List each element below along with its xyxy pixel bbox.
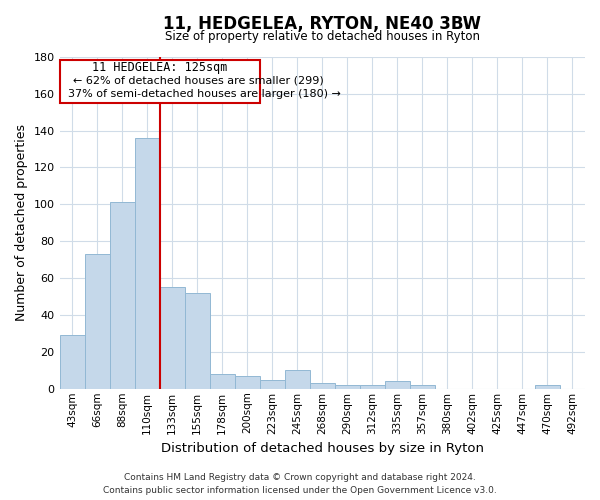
Bar	[385, 382, 410, 389]
Bar	[85, 254, 110, 389]
FancyBboxPatch shape	[60, 60, 260, 103]
Bar	[260, 380, 285, 389]
Bar	[360, 385, 385, 389]
Bar	[110, 202, 134, 389]
Y-axis label: Number of detached properties: Number of detached properties	[15, 124, 28, 322]
Bar	[59, 336, 85, 389]
X-axis label: Distribution of detached houses by size in Ryton: Distribution of detached houses by size …	[161, 442, 484, 455]
Title: 11, HEDGELEA, RYTON, NE40 3BW: 11, HEDGELEA, RYTON, NE40 3BW	[163, 15, 481, 33]
Bar	[185, 293, 209, 389]
Bar	[310, 383, 335, 389]
Bar	[160, 288, 185, 389]
Text: 37% of semi-detached houses are larger (180) →: 37% of semi-detached houses are larger (…	[68, 88, 340, 99]
Text: ← 62% of detached houses are smaller (299): ← 62% of detached houses are smaller (29…	[73, 76, 323, 86]
Bar	[335, 385, 360, 389]
Bar	[209, 374, 235, 389]
Bar	[535, 385, 560, 389]
Bar	[410, 385, 435, 389]
Text: Size of property relative to detached houses in Ryton: Size of property relative to detached ho…	[165, 30, 480, 44]
Bar	[235, 376, 260, 389]
Text: 11 HEDGELEA: 125sqm: 11 HEDGELEA: 125sqm	[92, 62, 227, 74]
Bar	[285, 370, 310, 389]
Text: Contains HM Land Registry data © Crown copyright and database right 2024.
Contai: Contains HM Land Registry data © Crown c…	[103, 474, 497, 495]
Bar	[134, 138, 160, 389]
